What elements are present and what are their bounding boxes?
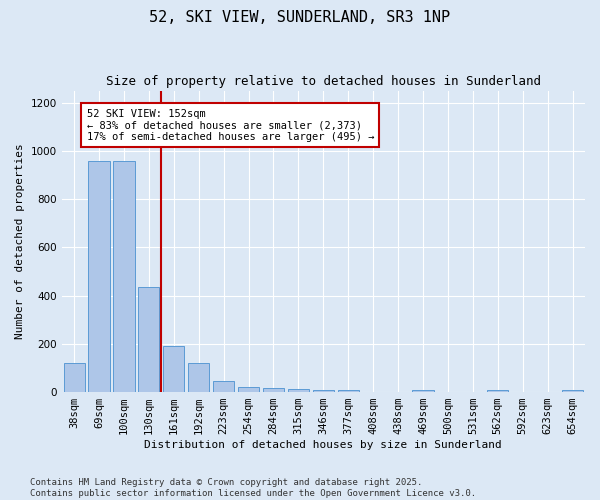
Bar bbox=[64, 363, 85, 392]
Bar bbox=[163, 346, 184, 392]
Title: Size of property relative to detached houses in Sunderland: Size of property relative to detached ho… bbox=[106, 75, 541, 88]
Bar bbox=[88, 160, 110, 392]
Bar bbox=[412, 390, 434, 392]
Text: Contains HM Land Registry data © Crown copyright and database right 2025.
Contai: Contains HM Land Registry data © Crown c… bbox=[30, 478, 476, 498]
Text: 52, SKI VIEW, SUNDERLAND, SR3 1NP: 52, SKI VIEW, SUNDERLAND, SR3 1NP bbox=[149, 10, 451, 25]
Bar bbox=[487, 390, 508, 392]
Bar bbox=[313, 390, 334, 392]
Text: 52 SKI VIEW: 152sqm
← 83% of detached houses are smaller (2,373)
17% of semi-det: 52 SKI VIEW: 152sqm ← 83% of detached ho… bbox=[86, 108, 374, 142]
Bar bbox=[338, 390, 359, 392]
Bar bbox=[562, 390, 583, 392]
Bar bbox=[113, 160, 134, 392]
Bar bbox=[288, 389, 309, 392]
Bar bbox=[138, 287, 160, 392]
X-axis label: Distribution of detached houses by size in Sunderland: Distribution of detached houses by size … bbox=[145, 440, 502, 450]
Bar bbox=[263, 388, 284, 392]
Bar bbox=[213, 381, 234, 392]
Bar bbox=[188, 363, 209, 392]
Bar bbox=[238, 388, 259, 392]
Y-axis label: Number of detached properties: Number of detached properties bbox=[15, 144, 25, 339]
